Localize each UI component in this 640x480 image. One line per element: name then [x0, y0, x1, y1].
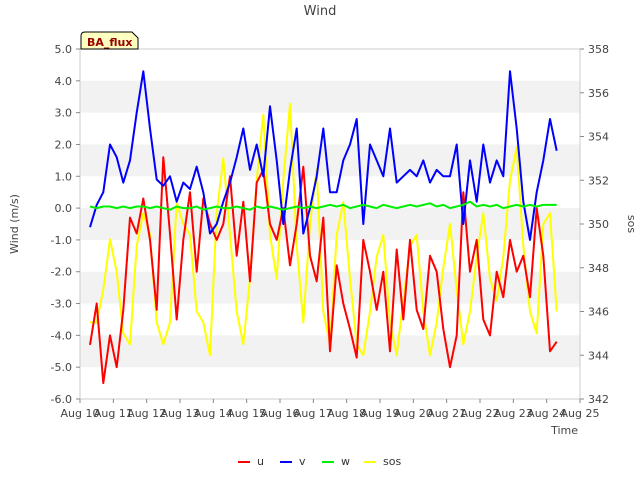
legend-label-v: v	[299, 455, 306, 468]
y2-tick-label: 348	[588, 262, 609, 275]
x-tick-label: Aug 21	[427, 407, 466, 420]
legend-label-u: u	[257, 455, 264, 468]
y2-tick-label: 350	[588, 218, 609, 231]
x-tick-label: Aug 18	[327, 407, 366, 420]
y-tick-label: 1.0	[55, 170, 73, 183]
y-axis-left: 5.0 4.0 3.0 2.0 1.0 0.0 -1.0 -2.0 -3.0 -4.0 -5.0 -6…	[51, 43, 80, 406]
badge: BA_flux	[80, 31, 139, 50]
x-tick-label: Aug 16	[261, 407, 300, 420]
y2-tick-label: 356	[588, 87, 609, 100]
series-v-line	[89, 70, 558, 241]
y-axis-right: 358 356 354 352 350 348 346 344 342	[580, 43, 609, 406]
y-tick-label: 0.0	[55, 202, 73, 215]
y-tick-label: -2.0	[51, 266, 72, 279]
x-tick-label: Aug 23	[494, 407, 533, 420]
y-tick-label: 4.0	[55, 75, 73, 88]
legend-label-sos: sos	[383, 455, 401, 468]
x-tick-label: Aug 19	[361, 407, 400, 420]
y-tick-label: -6.0	[51, 393, 72, 406]
chart-title: Wind	[304, 4, 337, 19]
series-lines	[89, 70, 558, 385]
x-tick-label: Aug 13	[161, 407, 200, 420]
x-tick-label: Aug 22	[461, 407, 500, 420]
y2-tick-label: 352	[588, 174, 609, 187]
x-tick-label: Aug 20	[394, 407, 433, 420]
legend: u v w sos	[238, 455, 401, 468]
y2-tick-label: 342	[588, 393, 609, 406]
y2-tick-label: 358	[588, 43, 609, 56]
x-tick-label: Aug 24	[527, 407, 566, 420]
x-tick-label: Aug 15	[227, 407, 266, 420]
y2-tick-label: 354	[588, 131, 609, 144]
x-tick-label: Aug 12	[127, 407, 166, 420]
y2-tick-label: 344	[588, 349, 609, 362]
y-axis-label: Wind (m/s)	[8, 194, 21, 254]
x-tick-label: Aug 14	[194, 407, 233, 420]
y-tick-label: -3.0	[51, 298, 72, 311]
y-tick-label: 5.0	[55, 43, 73, 56]
x-tick-label: Aug 11	[94, 407, 133, 420]
y-tick-label: 3.0	[55, 107, 73, 120]
series-u-line	[89, 156, 558, 385]
x-axis-label: Time	[550, 424, 578, 437]
series-w-line	[89, 200, 557, 211]
y-tick-label: -4.0	[51, 329, 72, 342]
x-tick-label: Aug 25	[561, 407, 600, 420]
y2-axis-label: sos	[625, 215, 638, 233]
badge-label: BA_flux	[87, 36, 132, 49]
plot-background-bands	[80, 80, 580, 368]
legend-label-w: w	[341, 455, 350, 468]
series-sos-line	[90, 102, 558, 357]
x-tick-label: Aug 10	[61, 407, 100, 420]
y-tick-label: 2.0	[55, 138, 73, 151]
background-band	[80, 80, 580, 113]
y-tick-label: -1.0	[51, 234, 72, 247]
y-tick-label: -5.0	[51, 361, 72, 374]
y2-tick-label: 346	[588, 306, 609, 319]
x-tick-label: Aug 17	[294, 407, 333, 420]
background-band	[80, 208, 580, 240]
